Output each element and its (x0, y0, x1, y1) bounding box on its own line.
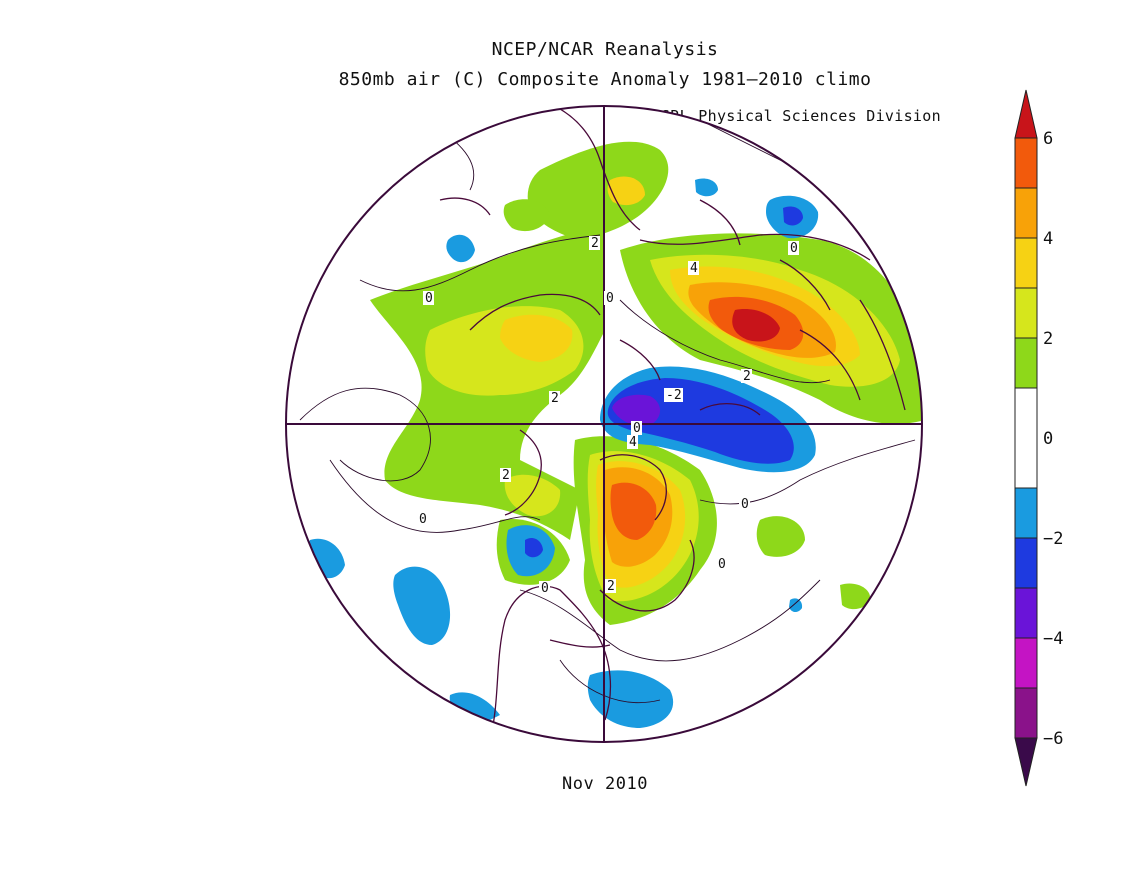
svg-text:0: 0 (606, 291, 614, 306)
anomaly-region-blue-west (525, 538, 543, 558)
svg-text:0: 0 (425, 291, 433, 306)
colorbar-bin (1014, 687, 1038, 739)
svg-text:0: 0 (741, 497, 749, 512)
anomaly-field (299, 106, 922, 741)
svg-text:2: 2 (743, 369, 751, 384)
colorbar-tick-label: 6 (1043, 129, 1053, 149)
contour-label: 0 (788, 241, 799, 256)
svg-text:0: 0 (790, 241, 798, 256)
colorbar-tick-label: 4 (1043, 229, 1053, 249)
contour-label: 0 (716, 557, 727, 572)
svg-text:0: 0 (541, 581, 549, 596)
map-title: NCEP/NCAR Reanalysis (491, 39, 719, 60)
colorbar-bin (1014, 287, 1038, 339)
colorbar-bin (1014, 137, 1038, 189)
anomaly-region-yellowgreen-pac (504, 474, 561, 517)
svg-text:0: 0 (633, 421, 641, 436)
contour-labels: 2 0 0 0 2 0 4 2 -2 4 2 0 0 0 0 2 (417, 236, 799, 596)
colorbar-tick-label: −6 (1043, 729, 1063, 749)
anomaly-region-lightblue-small (695, 178, 718, 197)
svg-text:2: 2 (607, 579, 615, 594)
colorbar-bin (1014, 587, 1038, 639)
contour-label: 2 (549, 391, 560, 406)
svg-text:4: 4 (690, 261, 698, 276)
contour-label: 2 (589, 236, 600, 251)
colorbar-bin (1014, 237, 1038, 289)
contour-label: 2 (741, 369, 752, 384)
contour-label: 2 (605, 579, 616, 594)
anomaly-region-yellow-small-1 (607, 176, 645, 206)
anomaly-region-lightblue-atl (789, 598, 803, 613)
colorbar-arrow-top (1014, 89, 1038, 139)
svg-text:0: 0 (718, 557, 726, 572)
anomaly-region-green-north (527, 141, 669, 240)
contour-label: -2 (664, 388, 683, 403)
colorbar-tick-label: −4 (1043, 629, 1063, 649)
contour-label: 4 (627, 435, 638, 450)
anomaly-region-green-se (840, 583, 871, 610)
anomaly-region-blue-siberia (783, 206, 803, 226)
anomaly-region-lightblue-us (587, 670, 674, 728)
colorbar-tick-label: −2 (1043, 529, 1063, 549)
svg-text:-2: -2 (666, 388, 682, 403)
anomaly-region-green-atl (756, 516, 805, 557)
contour-label: 0 (423, 291, 434, 306)
anomaly-region-lightblue-pac1 (393, 566, 451, 645)
svg-text:4: 4 (629, 435, 637, 450)
colorbar-bin (1014, 187, 1038, 239)
contour-label: 4 (688, 261, 699, 276)
anomaly-region-yellow-west (500, 314, 573, 362)
contour-label: 0 (604, 291, 615, 306)
anomaly-region-green-small-1 (503, 199, 550, 232)
coastlines (439, 106, 906, 741)
colorbar: 6 4 2 0 −2 −4 −6 (1014, 89, 1063, 787)
contour-lines (299, 109, 916, 704)
svg-text:2: 2 (502, 468, 510, 483)
anomaly-region-violet-arctic (612, 394, 661, 426)
colorbar-tick-label: 2 (1043, 329, 1053, 349)
colorbar-bin (1014, 637, 1038, 689)
colorbar-bin (1014, 487, 1038, 539)
colorbar-bin (1014, 337, 1038, 389)
map-border (285, 105, 923, 743)
colorbar-bin (1014, 537, 1038, 589)
contour-label: 0 (631, 421, 642, 436)
anomaly-region-lightblue-alaska (446, 234, 475, 263)
contour-label: 0 (539, 581, 550, 596)
anomaly-region-red-east (732, 309, 780, 342)
svg-text:0: 0 (419, 512, 427, 527)
period-label: Nov 2010 (562, 774, 648, 794)
map-subtitle: 850mb air (C) Composite Anomaly 1981–201… (338, 69, 872, 90)
colorbar-tick-label: 0 (1043, 429, 1053, 449)
svg-text:2: 2 (551, 391, 559, 406)
anomaly-region-redorange-canada (610, 482, 657, 540)
contour-label: 0 (417, 512, 428, 527)
svg-text:2: 2 (591, 236, 599, 251)
contour-label: 2 (500, 468, 511, 483)
contour-label: 0 (739, 497, 750, 512)
colorbar-arrow-bottom (1014, 737, 1038, 787)
colorbar-bin (1014, 387, 1038, 489)
